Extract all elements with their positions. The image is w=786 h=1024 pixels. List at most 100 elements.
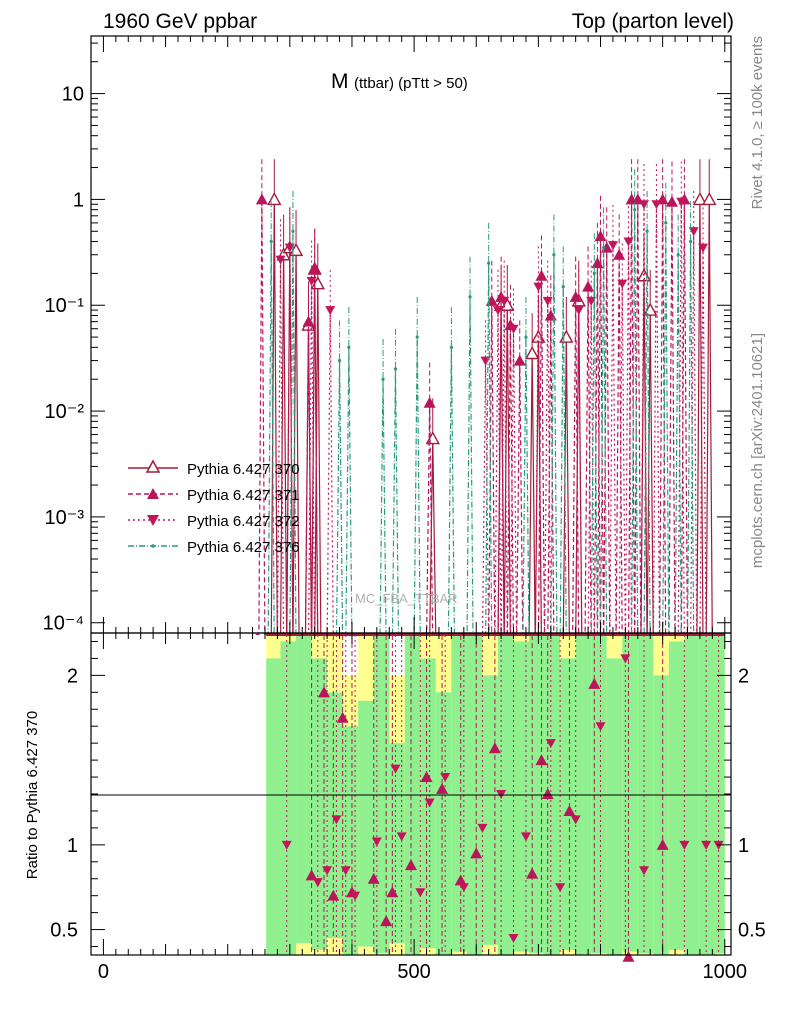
- data-point: [698, 243, 709, 253]
- data-point: [623, 237, 634, 247]
- ratio-point: [350, 891, 361, 901]
- data-point: [533, 282, 544, 292]
- band-green: [482, 675, 498, 945]
- ratio-point: [701, 840, 712, 850]
- band-green: [575, 633, 592, 955]
- data-point: [255, 193, 268, 205]
- data-point: [561, 285, 565, 289]
- x-tick-label: 0: [98, 961, 109, 983]
- data-point: [569, 290, 582, 302]
- band-green: [451, 633, 467, 952]
- data-point: [508, 324, 519, 334]
- ratio-point: [588, 677, 601, 689]
- legend-entry-376: Pythia 6.427 376: [128, 539, 300, 556]
- data-point: [602, 246, 606, 250]
- data-point: [559, 329, 574, 343]
- data-point: [594, 230, 607, 242]
- ratio-point: [312, 878, 323, 888]
- data-point: [302, 315, 315, 327]
- data-point: [676, 253, 680, 257]
- ratio-panel-frame: [90, 632, 732, 956]
- ratio-y-tick-label-right: 0.5: [738, 920, 766, 942]
- filled-triangle-up-icon: [147, 488, 159, 499]
- data-point: [325, 306, 336, 316]
- main-panel-series: [255, 159, 725, 636]
- band-green: [684, 633, 700, 955]
- ratio-point: [555, 883, 566, 893]
- ratio-point: [386, 886, 399, 898]
- legend: Pythia 6.427 370 Pythia 6.427 371 Pythia…: [128, 459, 300, 556]
- ratio-point: [318, 686, 331, 698]
- band-green: [435, 692, 452, 955]
- ratio-point: [477, 823, 488, 833]
- band-green: [513, 641, 530, 952]
- ratio-point: [488, 742, 501, 754]
- y-tick-label: 1: [73, 189, 84, 211]
- data-point: [591, 257, 604, 269]
- ratio-point: [396, 832, 407, 842]
- data-point: [613, 248, 626, 260]
- ratio-point: [340, 866, 351, 876]
- data-point: [275, 255, 286, 265]
- ratio-point: [470, 847, 483, 859]
- series-3: [265, 169, 725, 636]
- data-point: [492, 306, 503, 316]
- uncertainty-bands: [266, 633, 725, 955]
- data-point: [337, 358, 342, 363]
- ratio-y-tick-label: 1: [67, 835, 78, 857]
- band-green: [342, 726, 359, 955]
- series-line: [255, 199, 725, 636]
- data-point: [513, 354, 526, 366]
- legend-label-376: Pythia 6.427 376: [187, 539, 300, 556]
- ratio-point: [424, 798, 435, 808]
- data-point: [524, 335, 528, 339]
- data-point: [544, 309, 557, 321]
- band-green: [296, 633, 312, 944]
- legend-label-370: Pythia 6.427 370: [187, 461, 300, 478]
- ratio-point: [405, 859, 417, 871]
- ratio-point: [322, 866, 333, 876]
- data-point: [643, 302, 658, 316]
- band-green: [668, 641, 685, 950]
- data-point: [269, 239, 273, 244]
- ratio-y-tick-label-right: 1: [738, 835, 749, 857]
- ratio-series-1: [281, 635, 724, 953]
- data-point: [267, 191, 282, 206]
- ratio-point: [458, 883, 469, 893]
- ratio-point: [281, 840, 292, 850]
- data-point: [552, 253, 556, 257]
- ratio-point: [440, 773, 451, 783]
- data-point: [607, 241, 618, 251]
- ratio-y-tick-label: 2: [67, 665, 78, 687]
- band-green: [373, 633, 390, 954]
- ratio-point: [380, 915, 393, 927]
- ratio-point: [336, 711, 349, 723]
- y-tick-label: 10⁻²: [45, 401, 85, 423]
- band-green: [497, 633, 514, 955]
- data-point: [633, 208, 637, 212]
- ratio-point: [639, 866, 650, 876]
- ratio-point: [327, 889, 340, 901]
- legend-label-372: Pythia 6.427 372: [187, 513, 300, 530]
- band-green: [389, 743, 405, 944]
- ratio-point: [545, 739, 556, 749]
- ratio-point: [371, 837, 382, 847]
- watermark: MC_FBA_TTBAR: [355, 591, 458, 606]
- data-point: [423, 396, 436, 408]
- open-triangle-icon: [145, 459, 161, 473]
- data-point: [692, 191, 708, 206]
- band-green: [591, 633, 607, 954]
- ratio-y-tick-label: 0.5: [50, 920, 78, 942]
- data-point: [347, 345, 351, 349]
- ratio-point: [520, 832, 531, 842]
- data-point: [665, 195, 678, 207]
- data-point: [306, 276, 317, 286]
- data-point: [535, 269, 548, 281]
- ratio-point: [570, 815, 581, 825]
- band-green: [653, 675, 669, 955]
- y-tick-label: 10⁻⁴: [43, 613, 84, 635]
- band-green: [311, 658, 328, 950]
- data-point: [651, 200, 662, 210]
- ratio-point: [563, 804, 576, 816]
